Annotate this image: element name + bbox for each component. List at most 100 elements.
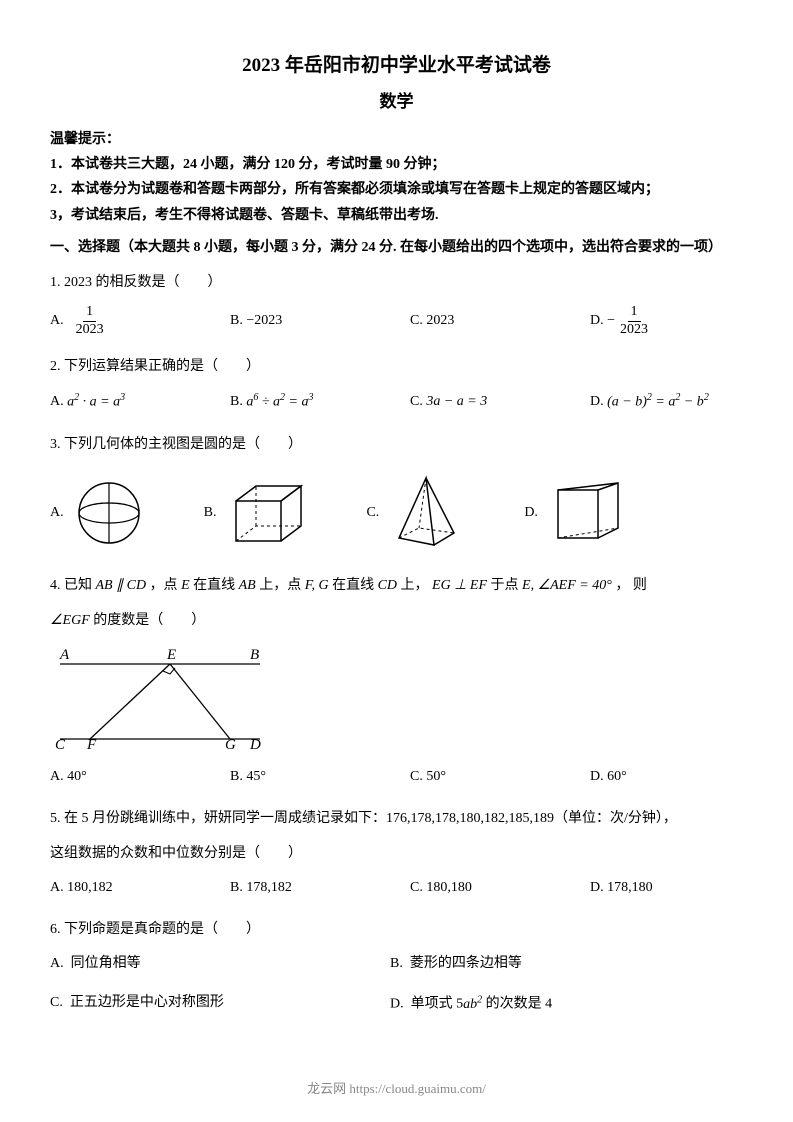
q6-d-label: D. (390, 997, 404, 1012)
q4-cd: CD (378, 578, 397, 593)
q4-b-label: B. (230, 764, 243, 791)
q1-a-num: 1 (83, 304, 96, 322)
q5-pre: 5. 在 5 月份跳绳训练中，妍妍同学一周成绩记录如下： (50, 811, 386, 826)
question-5: 5. 在 5 月份跳绳训练中，妍妍同学一周成绩记录如下：176,178,178,… (50, 806, 743, 902)
q3-shapes: A. B. C. (50, 473, 743, 553)
q1-d-fraction: 1 2023 (617, 304, 651, 339)
q1-d-prefix: − (607, 308, 615, 335)
q4-m4: 在直线 (329, 578, 378, 593)
q6-a-label: A. (50, 956, 64, 971)
q6-text: 6. 下列命题是真命题的是（ ） (50, 917, 743, 944)
q4-label-g: G (225, 737, 236, 749)
q1-d-label: D. (590, 308, 604, 335)
q4-figure-icon: A E B C F G D (50, 644, 280, 749)
prism-icon (548, 478, 628, 548)
q4-m5: 上， (397, 578, 432, 593)
q6-option-d: D. 单项式 5ab2 的次数是 4 (390, 990, 730, 1018)
q2-c-label: C. (410, 389, 423, 416)
q6-option-a: A. 同位角相等 (50, 951, 390, 978)
q5-d-val: 178,180 (607, 875, 653, 902)
q2-option-c: C. 3a − a = 3 (410, 389, 590, 416)
q5-option-c: C. 180,180 (410, 875, 590, 902)
instructions-header: 温馨提示： (50, 127, 743, 152)
q4-ab: AB ∥ CD (96, 578, 147, 593)
q2-b-expr: a6 ÷ a2 = a3 (246, 388, 313, 416)
question-1: 1. 2023 的相反数是（ ） A. 1 2023 B. −2023 C. 2… (50, 270, 743, 339)
q4-e: E (181, 578, 190, 593)
q4-pre: 4. 已知 (50, 578, 96, 593)
q5-option-a: A. 180,182 (50, 875, 230, 902)
q2-a-expr: a2 · a = a3 (67, 388, 125, 416)
sphere-icon (74, 478, 144, 548)
q5-c-val: 180,180 (426, 875, 472, 902)
q2-option-d: D. (a − b)2 = a2 − b2 (590, 388, 740, 416)
q1-d-den: 2023 (617, 322, 651, 339)
q6-options: A. 同位角相等 B. 菱形的四条边相等 C. 正五边形是中心对称图形 D. 单… (50, 951, 743, 1030)
q1-a-label: A. (50, 308, 64, 335)
q6-option-c: C. 正五边形是中心对称图形 (50, 990, 390, 1018)
q2-option-a: A. a2 · a = a3 (50, 388, 230, 416)
q2-d-expr: (a − b)2 = a2 − b2 (607, 388, 709, 416)
q1-b-label: B. (230, 308, 243, 335)
q2-text: 2. 下列运算结果正确的是（ ） (50, 354, 743, 381)
pyramid-icon (389, 473, 464, 553)
q4-label-a: A (59, 647, 70, 663)
q4-a-val: 40° (67, 764, 87, 791)
q5-data: 176,178,178,180,182,185,189 (386, 811, 554, 826)
q1-option-d: D. − 1 2023 (590, 304, 740, 339)
q1-text: 1. 2023 的相反数是（ ） (50, 270, 743, 297)
q1-option-a: A. 1 2023 (50, 304, 230, 339)
q2-option-b: B. a6 ÷ a2 = a3 (230, 388, 410, 416)
exam-subject: 数学 (50, 87, 743, 112)
q4-l2: 的度数是（ ） (90, 613, 206, 628)
q5-a-val: 180,182 (67, 875, 113, 902)
q3-c-label: C. (366, 500, 379, 527)
instructions-line1: 1．本试卷共三大题，24 小题，满分 120 分，考试时量 90 分钟； (50, 152, 743, 177)
q4-option-d: D. 60° (590, 764, 740, 791)
q4-fg: F, G (305, 578, 329, 593)
q4-end: ， 则 (612, 578, 647, 593)
q3-a-label: A. (50, 500, 64, 527)
q4-label-c: C (55, 737, 66, 749)
q4-m3: 上，点 (256, 578, 305, 593)
q5-d-label: D. (590, 875, 604, 902)
q5-option-b: B. 178,182 (230, 875, 410, 902)
q4-c-label: C. (410, 764, 423, 791)
q6-d-expr: ab2 (463, 997, 482, 1012)
q3-option-b: B. (204, 476, 307, 551)
q5-b-label: B. (230, 875, 243, 902)
q4-l2pre: ∠EGF (50, 613, 90, 628)
q4-d-label: D. (590, 764, 604, 791)
q4-option-c: C. 50° (410, 764, 590, 791)
q6-option-b: B. 菱形的四条边相等 (390, 951, 730, 978)
q6-d-post: 的次数是 4 (482, 997, 552, 1012)
q3-text: 3. 下列几何体的主视图是圆的是（ ） (50, 432, 743, 459)
q6-b-val: 菱形的四条边相等 (410, 956, 522, 971)
q1-a-den: 2023 (73, 322, 107, 339)
q4-eg: EG ⊥ EF (432, 578, 487, 593)
q6-a-val: 同位角相等 (71, 956, 141, 971)
q3-option-a: A. (50, 478, 144, 548)
q4-d-val: 60° (607, 764, 627, 791)
q4-m1: ，点 (146, 578, 181, 593)
q6-b-label: B. (390, 956, 403, 971)
question-6: 6. 下列命题是真命题的是（ ） A. 同位角相等 B. 菱形的四条边相等 C.… (50, 917, 743, 1030)
q5-text-line1: 5. 在 5 月份跳绳训练中，妍妍同学一周成绩记录如下：176,178,178,… (50, 806, 743, 833)
q4-b-val: 45° (246, 764, 266, 791)
q4-a-label: A. (50, 764, 64, 791)
q3-b-label: B. (204, 500, 217, 527)
q2-a-label: A. (50, 389, 64, 416)
q1-options: A. 1 2023 B. −2023 C. 2023 D. − 1 2023 (50, 304, 743, 339)
q1-a-fraction: 1 2023 (73, 304, 107, 339)
q4-ab2: AB (239, 578, 256, 593)
q5-option-d: D. 178,180 (590, 875, 740, 902)
q2-d-label: D. (590, 389, 604, 416)
q1-option-b: B. −2023 (230, 308, 410, 335)
q1-option-c: C. 2023 (410, 308, 590, 335)
instructions-line2: 2．本试卷分为试题卷和答题卡两部分，所有答案都必须填涂或填写在答题卡上规定的答题… (50, 177, 743, 202)
q5-b-val: 178,182 (246, 875, 292, 902)
q3-option-d: D. (524, 478, 628, 548)
q4-option-b: B. 45° (230, 764, 410, 791)
q4-option-a: A. 40° (50, 764, 230, 791)
instructions-line3: 3，考试结束后，考生不得将试题卷、答题卡、草稿纸带出考场. (50, 203, 743, 228)
